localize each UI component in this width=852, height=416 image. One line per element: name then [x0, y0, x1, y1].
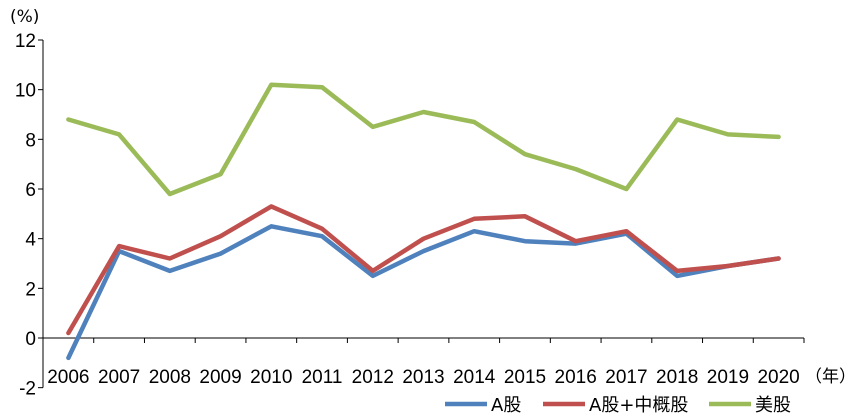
legend-label: A股: [491, 395, 521, 416]
series-layer: [66, 82, 781, 361]
x-tick-label: 2015: [504, 367, 546, 388]
y-tick-label: 0: [25, 329, 36, 350]
x-tick-label: 2011: [302, 367, 343, 388]
y-tick-label: 8: [25, 130, 36, 151]
axes: [38, 39, 805, 389]
y-tick-label: 12: [15, 31, 36, 52]
x-tick-label: 2012: [352, 367, 394, 388]
x-tick-label: 2018: [656, 367, 698, 388]
x-tick-label: 2007: [98, 367, 140, 388]
legend: A股 A股+中概股 美股: [445, 395, 791, 416]
x-tick-label: 2016: [555, 367, 597, 388]
y-tick-label: 2: [25, 279, 36, 300]
x-tick-label: 2019: [707, 367, 749, 388]
x-tick-label: 2008: [149, 367, 191, 388]
y-tick-label: -2: [19, 379, 36, 400]
y-tick-label: 10: [15, 81, 36, 102]
legend-label: A股+中概股: [589, 395, 688, 416]
x-tick-label: 2006: [47, 367, 89, 388]
x-tick-label: 2020: [757, 367, 799, 388]
x-tick-label: 2017: [605, 367, 647, 388]
y-unit-label: (%): [10, 7, 39, 27]
labels: -2 0 2 4 6 8 10 12 2006 2007 2008 2009 2010 2011 2012 2…: [10, 7, 852, 400]
x-tick-label: 2013: [402, 367, 444, 388]
series-line-2: [66, 82, 781, 197]
x-tick-label: 2010: [250, 367, 292, 388]
y-tick-label: 6: [25, 180, 36, 201]
legend-label: 美股: [755, 395, 791, 416]
x-tick-label: 2009: [199, 367, 241, 388]
y-tick-label: 4: [25, 230, 36, 251]
x-tick-label: 2014: [453, 367, 496, 388]
x-unit-label: （年）: [805, 367, 852, 387]
